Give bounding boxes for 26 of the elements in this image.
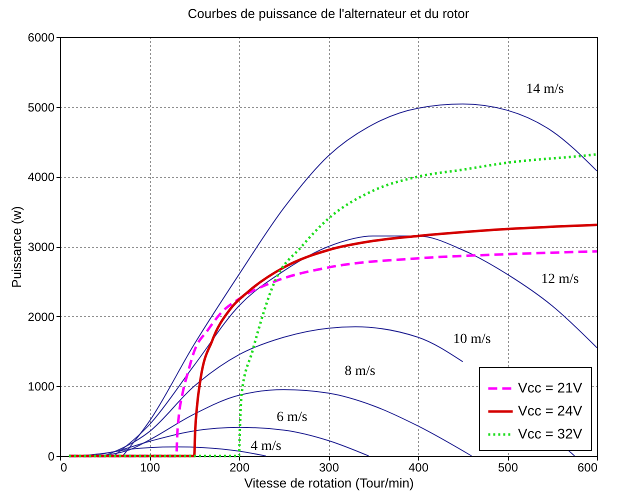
x-tick-label: 200	[229, 460, 250, 474]
annotation: 12 m/s	[541, 272, 579, 287]
x-tick-label: 400	[408, 460, 429, 474]
legend-label: Vcc = 24V	[518, 402, 583, 418]
y-tick-label: 5000	[28, 100, 55, 114]
x-tick-label: 500	[498, 460, 518, 474]
x-tick-label: 0	[60, 460, 68, 474]
legend-label: Vcc = 32V	[518, 426, 583, 442]
x-axis-title: Vitesse de rotation (Tour/min)	[244, 476, 414, 490]
x-tick-label: 300	[318, 460, 340, 474]
annotation: 8 m/s	[344, 364, 376, 379]
legend-label: Vcc = 21V	[518, 380, 583, 396]
chart-title: Courbes de puissance de l'alternateur et du rotor	[188, 6, 470, 21]
y-tick-label: 6000	[28, 30, 55, 44]
y-axis-title: Puissance (w)	[8, 206, 24, 288]
annotation: 4 m/s	[250, 439, 282, 454]
annotation: 14 m/s	[526, 82, 564, 97]
annotation: 6 m/s	[276, 410, 308, 425]
annotation: 10 m/s	[453, 332, 491, 347]
x-tick-label: 100	[140, 460, 160, 474]
y-tick-label: 1000	[28, 380, 55, 394]
y-tick-label: 4000	[28, 170, 55, 184]
y-tick-label: 0	[48, 450, 55, 464]
x-tick-label: 600	[577, 460, 598, 474]
y-tick-label: 2000	[28, 310, 55, 324]
y-tick-label: 3000	[28, 240, 55, 254]
